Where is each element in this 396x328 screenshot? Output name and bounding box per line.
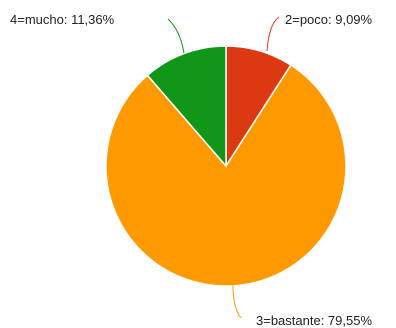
pie-slices bbox=[105, 45, 347, 287]
pie-slice-mucho bbox=[146, 45, 227, 169]
slice-label-bastante: 3=bastante: 79,55% bbox=[256, 313, 372, 328]
leader-lines bbox=[167, 16, 280, 319]
pie-slice-bastante bbox=[105, 64, 347, 287]
slice-label-mucho: 4=mucho: 11,36% bbox=[10, 12, 115, 27]
leader-line-bastante bbox=[232, 284, 242, 319]
slice-label-poco: 2=poco: 9,09% bbox=[285, 12, 373, 27]
leader-line-mucho bbox=[167, 18, 185, 54]
leader-line-poco bbox=[266, 16, 280, 52]
